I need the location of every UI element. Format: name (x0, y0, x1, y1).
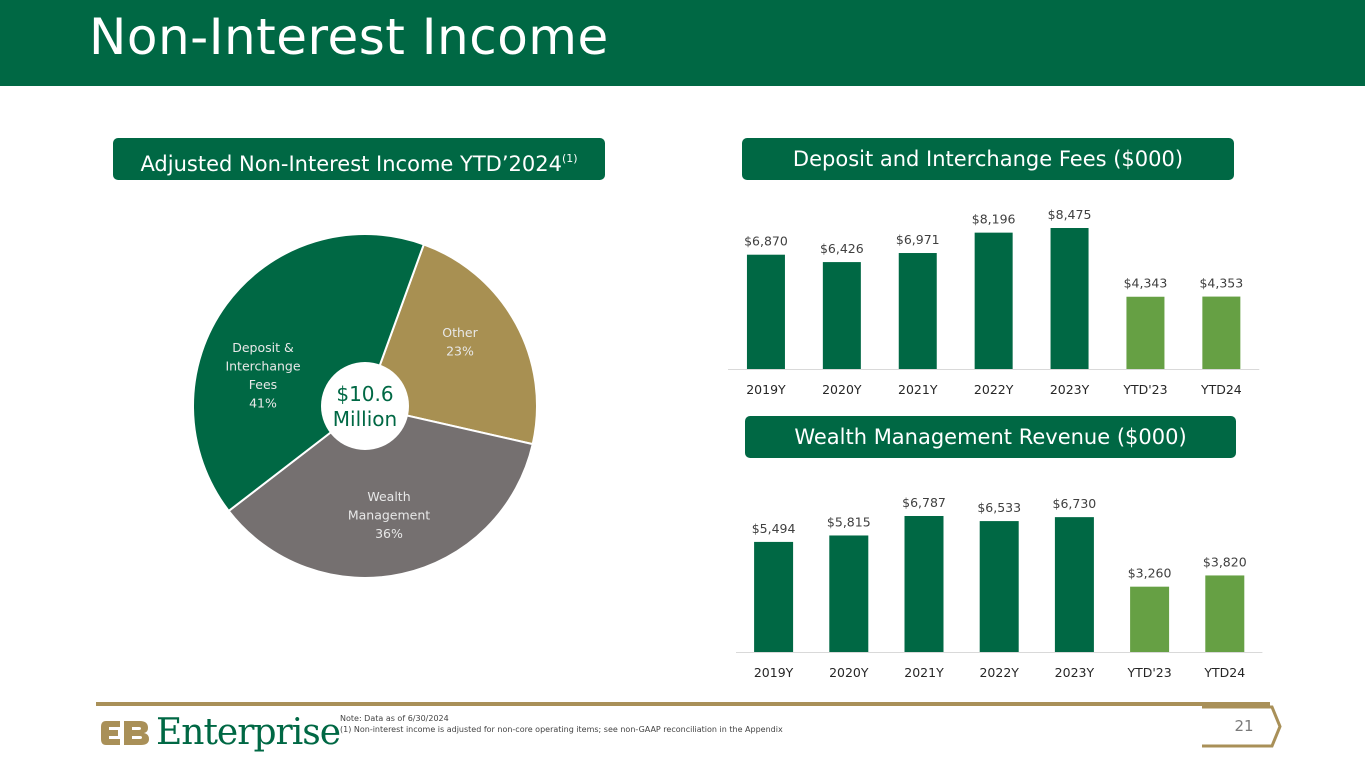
bar-data-label: $6,426 (820, 241, 864, 256)
footnote-date: Note: Data as of 6/30/2024 (340, 714, 449, 723)
bar-category-label: 2021Y (898, 382, 938, 397)
bar-YTD24 (1205, 575, 1245, 652)
bar-data-label: $3,260 (1128, 566, 1172, 581)
bar-category-label: 2020Y (822, 382, 862, 397)
bar-category-label: 2023Y (1050, 382, 1090, 397)
bar-2020Y (829, 535, 869, 652)
bar-2022Y (974, 232, 1013, 369)
pie-section-footnote-marker: (1) (561, 152, 578, 165)
bar-data-label: $6,533 (977, 500, 1021, 515)
bar-data-label: $3,820 (1203, 554, 1247, 569)
pie-slice-name: Interchange (225, 359, 300, 374)
bar-category-label: 2022Y (974, 382, 1014, 397)
bar-data-label: $6,971 (896, 232, 940, 247)
bar-2020Y (822, 262, 861, 369)
pie-slice-name: Fees (249, 377, 277, 392)
pie-slice-name: Wealth (367, 489, 410, 504)
bar-category-label: 2022Y (979, 665, 1019, 680)
page-title: Non-Interest Income (89, 8, 609, 66)
pie-label-2: Deposit & Interchange Fees 41% (225, 340, 300, 411)
bar-2023Y (1054, 517, 1094, 652)
header-bar: Non-Interest Income (0, 0, 1365, 86)
deposit-fees-section-title: Deposit and Interchange Fees ($000) (742, 138, 1234, 180)
pie-section-title-text: Adjusted Non-Interest Income YTD’2024 (140, 152, 562, 176)
pie-slice-name: Deposit & (232, 340, 294, 355)
bar-2021Y (904, 516, 944, 652)
bar-category-label: YTD'23 (1126, 665, 1171, 680)
bar-data-label: $8,475 (1048, 207, 1092, 222)
bar-category-label: 2019Y (754, 665, 794, 680)
donut-center-label: $10.6 (336, 382, 393, 406)
pie-slice-other (363, 243, 538, 446)
bar-YTD'23 (1130, 586, 1170, 652)
enterprise-logo: Enterprise (100, 712, 341, 754)
bar-category-label: 2021Y (904, 665, 944, 680)
bar-category-label: 2023Y (1055, 665, 1095, 680)
bar-category-label: 2019Y (746, 382, 786, 397)
pie-slice-deposit-interchange-fees (192, 233, 426, 513)
bar-data-label: $6,870 (744, 234, 788, 249)
footnote-adjustment: (1) Non-interest income is adjusted for … (340, 725, 783, 734)
pie-slice-percent: 23% (446, 344, 474, 359)
bar-category-label: YTD24 (1200, 382, 1242, 397)
donut-center-label: Million (333, 407, 397, 431)
bar-data-label: $4,353 (1199, 276, 1243, 291)
bar-data-label: $6,730 (1053, 496, 1097, 511)
bar-data-label: $8,196 (972, 212, 1016, 227)
bar-category-label: YTD'23 (1122, 382, 1167, 397)
footnotes: Note: Data as of 6/30/2024 (1) Non-inter… (340, 713, 783, 735)
pie-slice-name: Management (348, 508, 430, 523)
pie-slice-name: Other (442, 325, 478, 340)
pie-section-title: Adjusted Non-Interest Income YTD’2024(1) (113, 138, 605, 180)
enterprise-mark-icon (101, 721, 149, 745)
enterprise-wordmark: Enterprise (156, 712, 341, 753)
bar-2019Y (746, 254, 785, 369)
bar-category-label: YTD24 (1203, 665, 1245, 680)
bar-2023Y (1050, 228, 1089, 369)
page-number-tab (1202, 705, 1282, 748)
pie-label-1: Wealth Management 36% (348, 489, 430, 541)
page-number: 21 (1234, 717, 1254, 735)
bar-data-label: $6,787 (902, 495, 946, 510)
bar-2022Y (979, 521, 1019, 652)
bar-YTD'23 (1126, 296, 1165, 369)
bar-2021Y (898, 253, 937, 369)
pie-slice-wealth-management (227, 404, 534, 579)
bar-category-label: 2020Y (829, 665, 869, 680)
bar-2019Y (754, 541, 794, 652)
pie-label-0: Other 23% (442, 325, 478, 359)
donut-hole (321, 362, 409, 450)
bar-data-label: $5,815 (827, 514, 871, 529)
pie-slice-percent: 41% (249, 396, 277, 411)
footer-divider (96, 702, 1270, 706)
bar-YTD24 (1202, 296, 1241, 369)
pie-slice-percent: 36% (375, 526, 403, 541)
wealth-revenue-section-title: Wealth Management Revenue ($000) (745, 416, 1236, 458)
bar-data-label: $4,343 (1124, 276, 1168, 291)
bar-data-label: $5,494 (752, 521, 796, 536)
